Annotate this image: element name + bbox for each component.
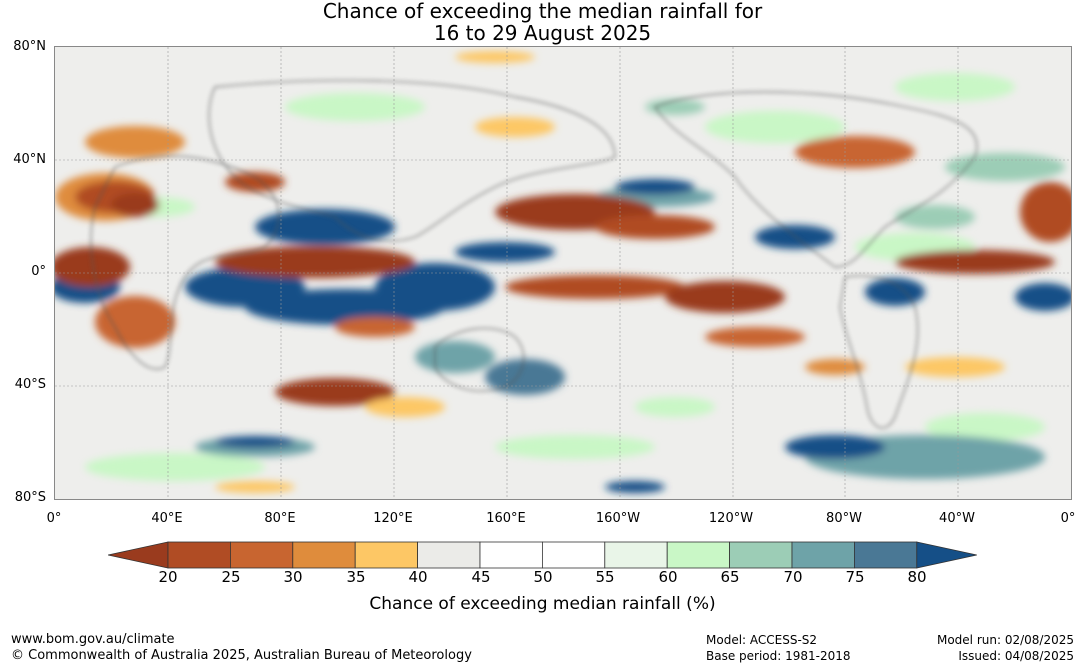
footer-url: www.bom.gov.au/climate bbox=[11, 632, 175, 647]
colorbar-segment bbox=[479, 541, 543, 569]
lon-label-80w: 80°W bbox=[826, 511, 862, 526]
colorbar-tick-55: 55 bbox=[595, 568, 615, 586]
colorbar-segment bbox=[854, 541, 918, 569]
lon-label-120w: 120°W bbox=[708, 511, 754, 526]
map-canvas bbox=[55, 47, 1071, 499]
colorbar-arrow-low bbox=[108, 541, 169, 569]
footer-issued: Issued: 04/08/2025 bbox=[958, 649, 1074, 663]
colorbar-segment bbox=[666, 541, 731, 569]
colorbar-tick-50: 50 bbox=[533, 568, 553, 586]
lat-label-40n: 40°N bbox=[13, 152, 46, 167]
map-title-line1: Chance of exceeding the median rainfall … bbox=[322, 0, 763, 23]
colorbar-tick-75: 75 bbox=[845, 568, 865, 586]
colorbar-segment bbox=[604, 541, 668, 569]
lon-label-120e: 120°E bbox=[373, 511, 413, 526]
footer-model: Model: ACCESS-S2 bbox=[706, 633, 818, 647]
colorbar-segment bbox=[167, 541, 231, 569]
lat-label-40s: 40°S bbox=[14, 377, 46, 392]
lon-label-160e: 160°E bbox=[486, 511, 526, 526]
map-title-line2: 16 to 29 August 2025 bbox=[433, 21, 652, 45]
lon-label-40e: 40°E bbox=[151, 511, 183, 526]
lon-label-80e: 80°E bbox=[264, 511, 296, 526]
footer-copyright: © Commonwealth of Australia 2025, Austra… bbox=[11, 648, 472, 663]
colorbar-tick-80: 80 bbox=[907, 568, 927, 586]
rainfall-anomaly-patches bbox=[55, 51, 1071, 493]
colorbar-label: Chance of exceeding median rainfall (%) bbox=[369, 594, 716, 614]
lat-label-equator: 0° bbox=[31, 264, 46, 279]
rainfall-probability-map bbox=[54, 46, 1072, 500]
lon-label-0: 0° bbox=[46, 511, 62, 526]
colorbar-segment bbox=[292, 541, 356, 569]
footer-base-period: Base period: 1981-2018 bbox=[706, 649, 851, 663]
lon-label-160w: 160°W bbox=[595, 511, 641, 526]
colorbar-segment bbox=[541, 541, 606, 569]
colorbar-segment bbox=[354, 541, 418, 569]
colorbar-tick-25: 25 bbox=[221, 568, 241, 586]
colorbar-segment bbox=[729, 541, 793, 569]
colorbar-tick-30: 30 bbox=[283, 568, 303, 586]
colorbar-segment bbox=[417, 541, 481, 569]
lat-label-80n: 80°N bbox=[13, 39, 46, 54]
footer-model-run: Model run: 02/08/2025 bbox=[936, 633, 1074, 647]
colorbar-tick-65: 65 bbox=[720, 568, 740, 586]
lon-label-360: 0° bbox=[1060, 511, 1076, 526]
colorbar-tick-45: 45 bbox=[471, 568, 491, 586]
colorbar-tick-60: 60 bbox=[658, 568, 678, 586]
colorbar-segment bbox=[230, 541, 294, 569]
colorbar bbox=[108, 541, 977, 569]
colorbar-tick-35: 35 bbox=[346, 568, 366, 586]
colorbar-tick-70: 70 bbox=[783, 568, 803, 586]
lat-label-80s: 80°S bbox=[14, 490, 46, 505]
coastlines bbox=[90, 79, 978, 429]
colorbar-tick-40: 40 bbox=[408, 568, 428, 586]
colorbar-segment bbox=[791, 541, 855, 569]
colorbar-tick-20: 20 bbox=[158, 568, 178, 586]
colorbar-arrow-high bbox=[916, 541, 977, 569]
graticule bbox=[55, 47, 1071, 499]
lon-label-40w: 40°W bbox=[939, 511, 975, 526]
